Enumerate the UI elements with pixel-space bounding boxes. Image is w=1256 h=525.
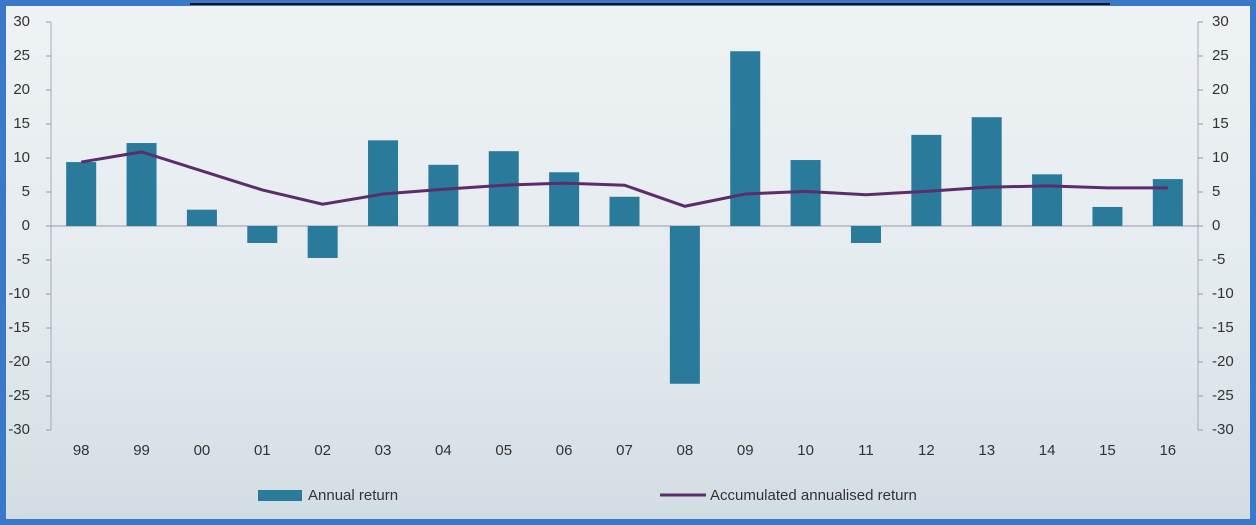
x-tick-label: 05 [495, 442, 512, 459]
bar [368, 140, 399, 226]
x-tick-label: 98 [73, 442, 90, 459]
y-tick-label: 5 [22, 183, 30, 200]
x-tick-label: 12 [918, 442, 935, 459]
bar [669, 226, 700, 384]
y2-tick-label: 0 [1212, 217, 1220, 234]
bar [850, 226, 881, 243]
x-tick-label: 09 [737, 442, 754, 459]
bar [971, 117, 1002, 226]
y2-tick-label: 15 [1212, 115, 1229, 132]
y2-tick-label: -30 [1212, 421, 1234, 438]
y-tick-label: -25 [8, 387, 30, 404]
y-tick-label: -30 [8, 421, 30, 438]
x-tick-label: 15 [1099, 442, 1116, 459]
bar [126, 143, 157, 226]
y-tick-label: 10 [13, 149, 30, 166]
bar [66, 162, 97, 226]
x-tick-label: 11 [858, 442, 874, 459]
bar [307, 226, 338, 258]
x-tick-label: 07 [616, 442, 633, 459]
bar [247, 226, 278, 243]
bar [549, 172, 580, 226]
y2-tick-label: -10 [1212, 285, 1234, 302]
y2-tick-label: 30 [1212, 13, 1229, 30]
x-tick-label: 00 [194, 442, 211, 459]
y2-tick-label: -25 [1212, 387, 1234, 404]
bar [730, 51, 761, 226]
y2-tick-label: 5 [1212, 183, 1220, 200]
y2-tick-label: 20 [1212, 81, 1229, 98]
y-tick-label: -15 [8, 319, 30, 336]
x-tick-label: 01 [254, 442, 271, 459]
x-tick-label: 02 [314, 442, 331, 459]
x-tick-label: 08 [677, 442, 694, 459]
bar [488, 151, 519, 226]
y-tick-label: 25 [13, 47, 30, 64]
y-tick-label: 30 [13, 13, 30, 30]
x-tick-label: 16 [1159, 442, 1176, 459]
y2-tick-label: 10 [1212, 149, 1229, 166]
bar [428, 164, 459, 226]
legend-label: Accumulated annualised return [710, 487, 917, 504]
x-tick-label: 03 [375, 442, 392, 459]
legend-label: Annual return [308, 487, 398, 504]
bar [911, 134, 942, 226]
x-tick-label: 99 [133, 442, 150, 459]
y-tick-label: 0 [22, 217, 30, 234]
x-tick-label: 04 [435, 442, 452, 459]
legend-swatch [258, 490, 302, 501]
y2-tick-label: -20 [1212, 353, 1234, 370]
y-tick-label: 20 [13, 81, 30, 98]
bar [1032, 174, 1063, 226]
y2-tick-label: -5 [1212, 251, 1225, 268]
bar [1092, 206, 1123, 226]
background [6, 6, 1250, 519]
x-tick-label: 10 [797, 442, 814, 459]
x-tick-label: 14 [1039, 442, 1056, 459]
y-tick-label: -5 [17, 251, 30, 268]
y2-tick-label: -15 [1212, 319, 1234, 336]
y-tick-label: 15 [13, 115, 30, 132]
y-tick-label: -20 [8, 353, 30, 370]
y2-tick-label: 25 [1212, 47, 1229, 64]
bar [1152, 179, 1183, 226]
line [80, 150, 1168, 208]
x-tick-label: 13 [978, 442, 995, 459]
y-tick-label: -10 [8, 285, 30, 302]
bar [609, 196, 640, 226]
bar [186, 209, 217, 226]
x-tick-label: 06 [556, 442, 573, 459]
